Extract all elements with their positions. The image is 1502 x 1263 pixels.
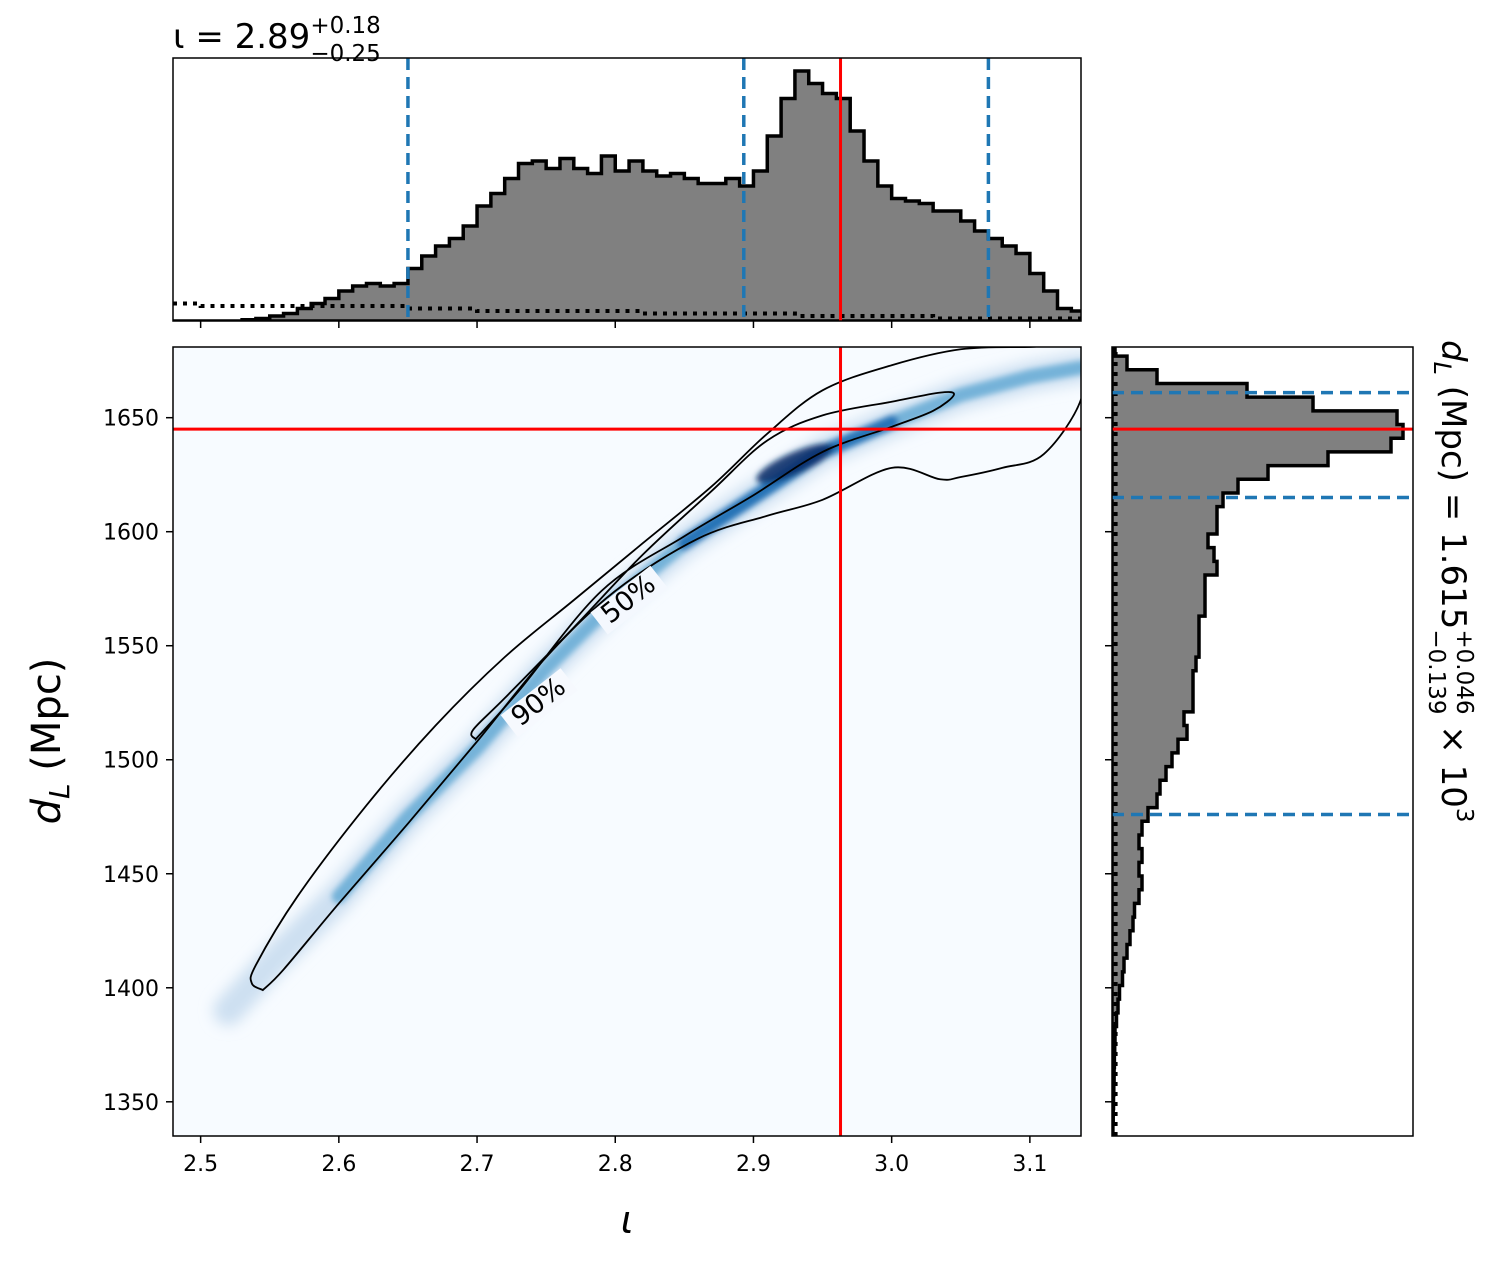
density-peak — [756, 443, 834, 484]
x-tick-label-2: 2.7 — [460, 1152, 495, 1177]
y-tick-label-0: 1350 — [103, 1091, 159, 1116]
y-tick-label-1: 1400 — [103, 977, 159, 1002]
iota-posterior-histogram — [173, 69, 1081, 321]
iota-summary-title: ι = 2.89+0.18 −0.25 — [173, 13, 381, 67]
y-axis-label: dL (Mpc) — [24, 658, 76, 825]
iota-marginal-x-ticks — [199, 321, 1031, 328]
dL-summary-title: dL (Mpc) = 1.615+0.046−0.139 × 103 — [1423, 340, 1477, 823]
dL-quantile-lines — [1112, 390, 1413, 817]
contour-50-percent — [470, 391, 955, 742]
y-axis-ticks: 1350 1400 1450 1500 1550 1600 1650 — [103, 407, 173, 1116]
iota-marginal-frame — [172, 57, 1082, 322]
joint-density-panel: 50% 90% 2.5 2.6 2.7 2.8 2.9 3.0 3.1 1350140014… — [24, 346, 1082, 1242]
x-tick-label-1: 2.6 — [321, 1152, 356, 1177]
x-tick-label-5: 3.0 — [874, 1152, 909, 1177]
y-tick-label-6: 1650 — [103, 407, 159, 432]
x-tick-label-0: 2.5 — [183, 1152, 218, 1177]
iota-prior-histogram — [173, 301, 1081, 321]
joint-density-background — [173, 347, 1081, 1136]
iota-marginal-panel: ι = 2.89+0.18 −0.25 — [172, 13, 1082, 328]
y-tick-label-3: 1500 — [103, 749, 159, 774]
x-tick-label-6: 3.1 — [1012, 1152, 1047, 1177]
joint-density-frame — [172, 346, 1082, 1137]
dL-marginal-y-ticks — [1105, 416, 1112, 1103]
y-tick-label-5: 1600 — [103, 521, 159, 546]
x-axis-ticks: 2.5 2.6 2.7 2.8 2.9 3.0 3.1 — [183, 1136, 1047, 1177]
dL-marginal-panel: dL (Mpc) = 1.615+0.046−0.139 × 103 — [1105, 340, 1477, 1137]
x-tick-label-4: 2.9 — [736, 1152, 771, 1177]
x-axis-label: ι — [621, 1198, 634, 1242]
y-tick-label-2: 1450 — [103, 863, 159, 888]
dL-marginal-frame — [1111, 346, 1414, 1137]
y-tick-label-4: 1550 — [103, 635, 159, 660]
iota-quantile-lines — [406, 58, 991, 321]
density-inner-glow — [331, 360, 1081, 904]
x-tick-label-3: 2.8 — [598, 1152, 633, 1177]
